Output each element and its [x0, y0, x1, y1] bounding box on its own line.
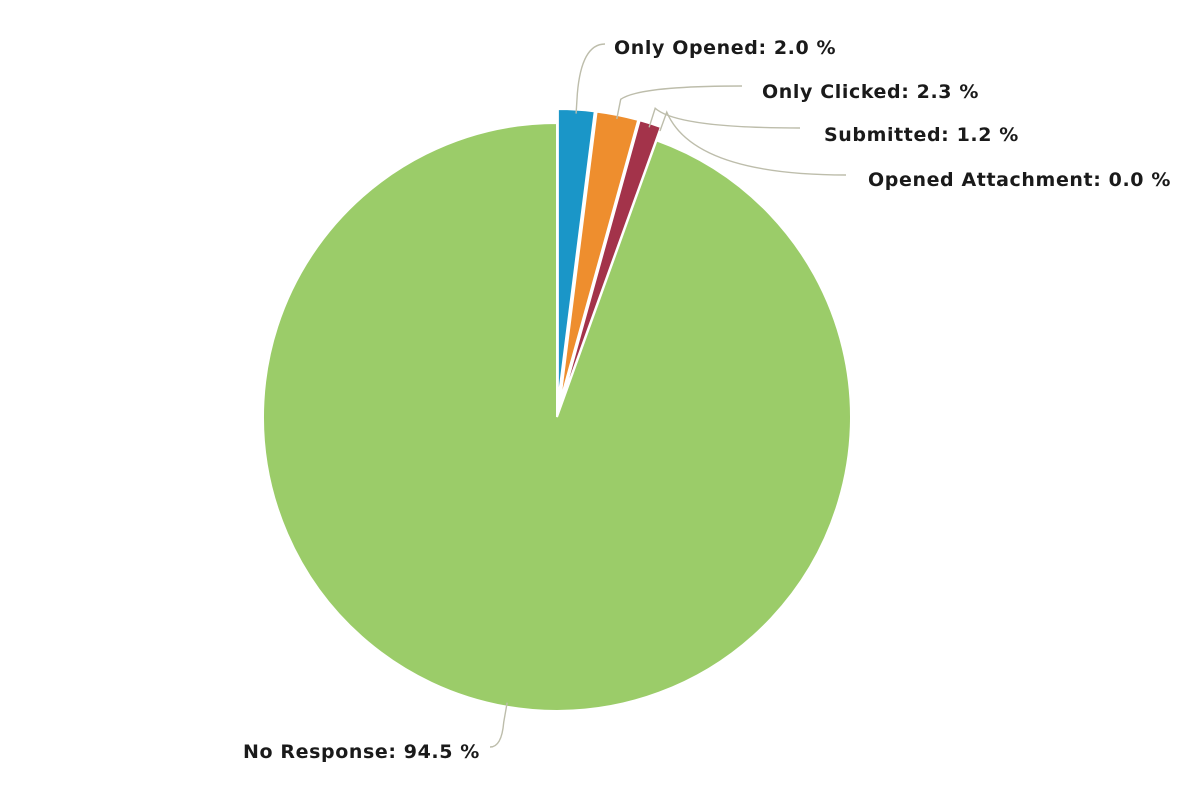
slices-layer — [262, 108, 852, 712]
labels-layer: Only Opened: 2.0 % Only Clicked: 2.3 % Sub… — [243, 37, 1171, 763]
data-label-only-opened: Only Opened: 2.0 % — [614, 37, 836, 59]
pie-slice-no-response[interactable] — [262, 121, 852, 712]
data-label-no-response: No Response: 94.5 % — [243, 741, 480, 763]
connector-only-clicked — [616, 85, 743, 120]
connector-no-response — [489, 702, 508, 748]
data-label-submitted: Submitted: 1.2 % — [824, 124, 1019, 146]
connector-opened-attachment — [659, 110, 847, 176]
data-label-only-clicked: Only Clicked: 2.3 % — [762, 81, 979, 103]
data-label-opened-attachment: Opened Attachment: 0.0 % — [868, 169, 1171, 191]
connector-only-opened — [575, 43, 606, 114]
connector-submitted — [648, 106, 801, 129]
connectors-layer — [489, 43, 847, 748]
